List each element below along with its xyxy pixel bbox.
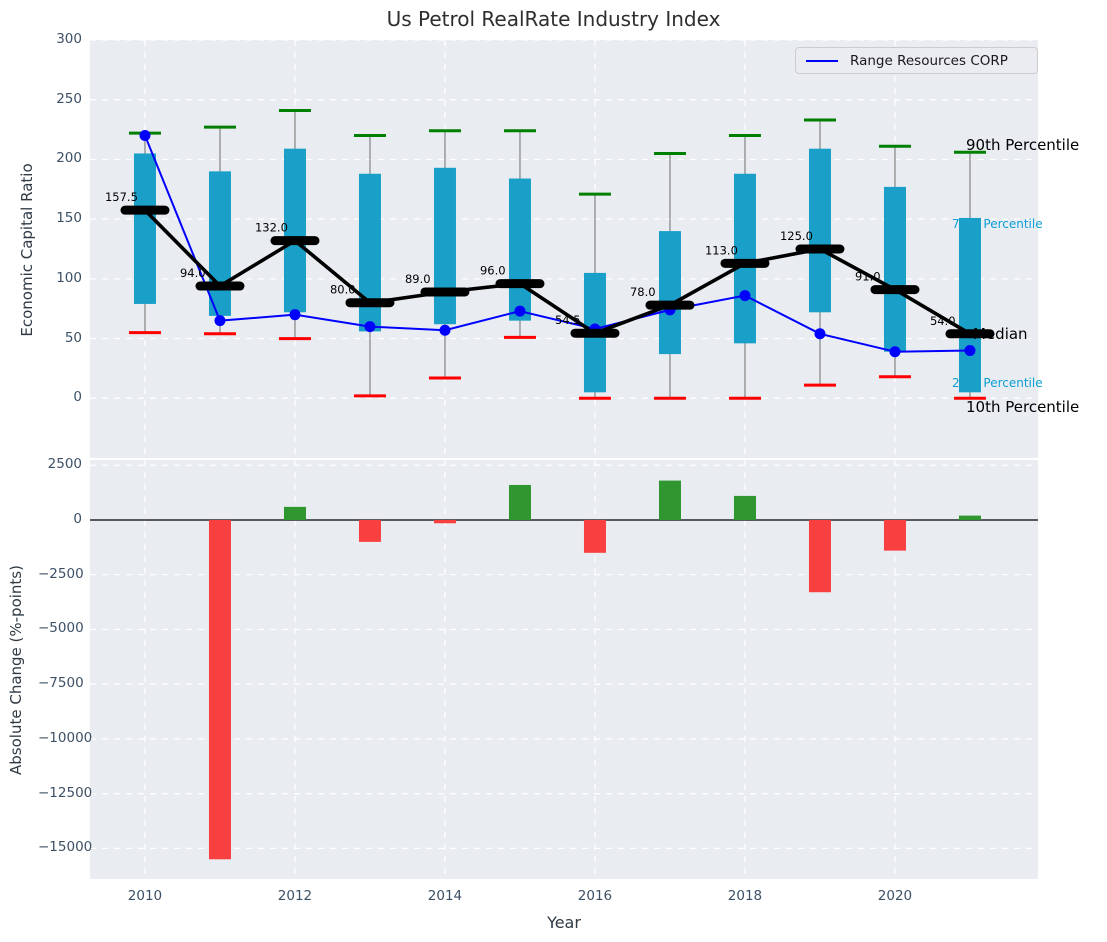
bottom-ytick--2500: −2500 [38,565,84,582]
median-value-label-2016: 54.5 [555,313,581,327]
iqr-box-2018 [733,173,756,344]
change-bar-2021 [958,515,981,520]
iqr-box-2020 [883,186,906,352]
company-point-2014 [439,324,451,336]
change-bar-2015 [508,484,531,520]
top-ytick-200: 200 [56,150,82,167]
median-value-label-2019: 125.0 [780,229,813,243]
company-point-2019 [814,328,826,340]
annotation-90th-percentile: 90th Percentile [966,136,1079,154]
top-ytick-250: 250 [56,90,82,107]
change-bar-2018 [733,495,756,520]
iqr-box-2017 [658,231,681,355]
top-ytick-150: 150 [56,210,82,227]
change-bar-2012 [283,506,306,520]
annotation-10th-percentile: 10th Percentile [966,398,1079,416]
iqr-box-2010 [133,153,156,304]
median-value-label-2013: 80.0 [330,283,356,297]
iqr-box-2012 [283,148,306,313]
bottom-axes-bg [90,460,1038,879]
bottom-ytick--7500: −7500 [38,675,84,692]
company-point-2021 [964,345,976,357]
median-value-label-2010: 157.5 [105,190,138,204]
company-point-2012 [289,309,301,321]
company-line [144,135,970,353]
iqr-box-2011 [208,171,231,316]
xtick-2016: 2016 [577,888,613,904]
legend-line-sample [806,59,838,62]
company-point-2011 [214,315,226,327]
company-point-2013 [364,321,376,333]
company-point-2010 [139,130,151,142]
top-ytick-100: 100 [56,269,82,286]
bottom-y-axis-label: Absolute Change (%-points) [7,565,25,775]
change-bar-2020 [883,519,906,551]
median-value-label-2021: 54.0 [930,314,956,328]
bottom-ytick--15000: −15000 [38,839,93,856]
iqr-box-2015 [508,178,531,321]
top-axes-bg [90,40,1038,458]
bottom-ytick--10000: −10000 [38,729,93,746]
iqr-box-2013 [358,173,381,332]
iqr-box-2021 [958,217,981,393]
median-value-label-2020: 91.0 [855,270,881,284]
xtick-2014: 2014 [427,888,463,904]
change-bar-2014 [433,519,456,524]
chart-title: Us Petrol RealRate Industry Index [386,7,721,31]
legend: Range Resources CORP [795,47,1038,74]
change-bar-2013 [358,519,381,542]
bottom-ytick--12500: −12500 [38,784,93,801]
median-value-label-2011: 94.0 [180,266,206,280]
change-bar-2016 [583,519,606,553]
top-ytick-300: 300 [56,31,82,47]
median-value-label-2018: 113.0 [705,243,738,257]
xtick-2010: 2010 [127,888,163,904]
xtick-2020: 2020 [877,888,913,904]
median-value-label-2015: 96.0 [480,264,506,278]
change-bar-2019 [808,519,831,593]
x-axis-label: Year [547,913,581,932]
company-point-2015 [514,305,526,317]
company-point-2018 [739,290,751,302]
bottom-ytick-0: 0 [73,510,82,527]
top-ytick-0: 0 [73,389,82,406]
top-ytick-50: 50 [64,329,82,346]
median-line [143,208,971,336]
legend-label: Range Resources CORP [850,52,1008,69]
bottom-ytick-2500: 2500 [47,456,82,473]
iqr-box-2014 [433,167,456,325]
bottom-ytick--5000: −5000 [38,620,84,637]
median-value-label-2012: 132.0 [255,221,288,235]
median-value-label-2014: 89.0 [405,272,431,286]
change-bar-2011 [208,519,231,860]
xtick-2018: 2018 [727,888,763,904]
xtick-2012: 2012 [277,888,313,904]
median-value-label-2017: 78.0 [630,285,656,299]
annotation-median: Median [973,325,1028,343]
company-point-2020 [889,346,901,358]
change-bar-2017 [658,480,681,520]
top-y-axis-label: Economic Capital Ratio [18,163,36,337]
iqr-box-2019 [808,148,831,313]
